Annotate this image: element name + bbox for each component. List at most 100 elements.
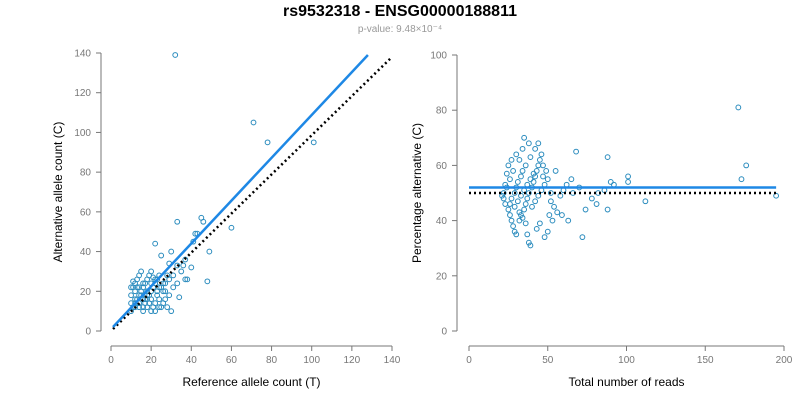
data-point <box>549 217 556 224</box>
data-point <box>174 262 181 269</box>
data-point <box>530 179 537 185</box>
data-point <box>559 212 565 218</box>
x-tick-label: 150 <box>697 355 714 366</box>
data-point <box>158 252 165 259</box>
x-tick-label: 50 <box>542 355 554 366</box>
data-point <box>140 308 147 315</box>
y-tick-label: 40 <box>436 216 448 227</box>
data-point <box>507 201 513 207</box>
data-point <box>552 168 559 174</box>
x-tick-label: 140 <box>384 355 401 366</box>
data-point <box>200 218 207 225</box>
chart-subtitle: p-value: 9.48×10⁻⁴ <box>357 24 443 35</box>
y-tick-label: 80 <box>436 106 448 117</box>
data-point <box>516 156 523 163</box>
data-point <box>168 308 175 315</box>
data-point <box>773 192 780 199</box>
data-point <box>533 225 540 232</box>
data-point <box>530 170 537 177</box>
data-point <box>604 206 611 213</box>
data-point <box>511 190 518 196</box>
y-tick-label: 60 <box>436 161 448 172</box>
data-point <box>604 154 611 161</box>
data-point <box>579 234 586 241</box>
data-point <box>128 284 134 291</box>
y-tick-label: 100 <box>74 128 91 139</box>
data-point <box>514 179 521 185</box>
data-point <box>499 192 505 199</box>
x-tick-label: 0 <box>466 355 472 366</box>
data-point <box>524 195 531 202</box>
y-tick-label: 120 <box>74 88 91 99</box>
data-point <box>735 104 742 111</box>
y-tick-label: 100 <box>430 51 447 62</box>
data-point <box>544 228 551 235</box>
data-point <box>503 170 510 177</box>
data-point <box>505 162 512 169</box>
data-point <box>532 198 539 205</box>
data-point <box>540 173 546 180</box>
data-point <box>162 288 169 295</box>
data-point <box>565 217 572 224</box>
data-point <box>140 280 147 287</box>
data-point <box>170 272 177 279</box>
data-point <box>510 168 516 174</box>
data-point <box>521 134 528 141</box>
data-point <box>625 173 631 180</box>
data-point <box>128 300 134 307</box>
y-tick-label: 20 <box>80 287 92 298</box>
data-point <box>548 190 554 196</box>
data-point <box>250 119 257 126</box>
data-point <box>551 203 557 210</box>
data-point <box>164 304 171 311</box>
data-point <box>188 264 195 271</box>
y-axis-title: Alternative allele count (C) <box>51 122 65 263</box>
data-point <box>190 238 197 245</box>
x-tick-label: 40 <box>186 355 198 366</box>
data-point <box>162 280 169 287</box>
x-tick-label: 60 <box>226 355 238 366</box>
x-tick-label: 80 <box>266 355 278 366</box>
data-point <box>543 168 550 174</box>
data-point <box>192 230 199 237</box>
x-tick-label: 200 <box>776 355 793 366</box>
data-point <box>527 242 534 249</box>
data-point <box>513 231 520 238</box>
data-point <box>527 154 534 161</box>
data-point <box>204 278 211 285</box>
data-point <box>144 292 151 299</box>
data-point <box>516 209 523 216</box>
data-point <box>524 231 531 238</box>
data-point <box>573 148 579 155</box>
data-point <box>513 151 520 158</box>
data-point <box>180 262 187 269</box>
data-point <box>154 292 161 299</box>
data-point <box>535 162 542 169</box>
data-point <box>166 292 173 299</box>
data-point <box>150 304 157 311</box>
x-axis-title: Reference allele count (T) <box>182 375 320 389</box>
y-tick-label: 60 <box>80 207 92 218</box>
data-point <box>514 198 521 205</box>
data-point <box>508 195 515 202</box>
data-point <box>533 168 540 174</box>
data-point <box>510 223 516 230</box>
data-point <box>527 176 534 183</box>
data-point <box>174 280 181 287</box>
y-tick-label: 0 <box>85 327 91 338</box>
data-point <box>176 294 183 301</box>
data-point <box>529 203 535 210</box>
data-point <box>522 162 529 169</box>
x-tick-label: 120 <box>344 355 361 366</box>
data-point <box>184 276 191 283</box>
data-point <box>743 162 750 169</box>
x-tick-label: 100 <box>618 355 635 366</box>
x-tick-label: 20 <box>146 355 158 366</box>
data-point <box>519 214 526 221</box>
data-point <box>538 151 545 158</box>
data-point <box>178 268 185 275</box>
y-axis-title: Percentage alternative (C) <box>410 123 424 263</box>
data-point <box>535 192 542 199</box>
y-tick-label: 20 <box>436 271 448 282</box>
